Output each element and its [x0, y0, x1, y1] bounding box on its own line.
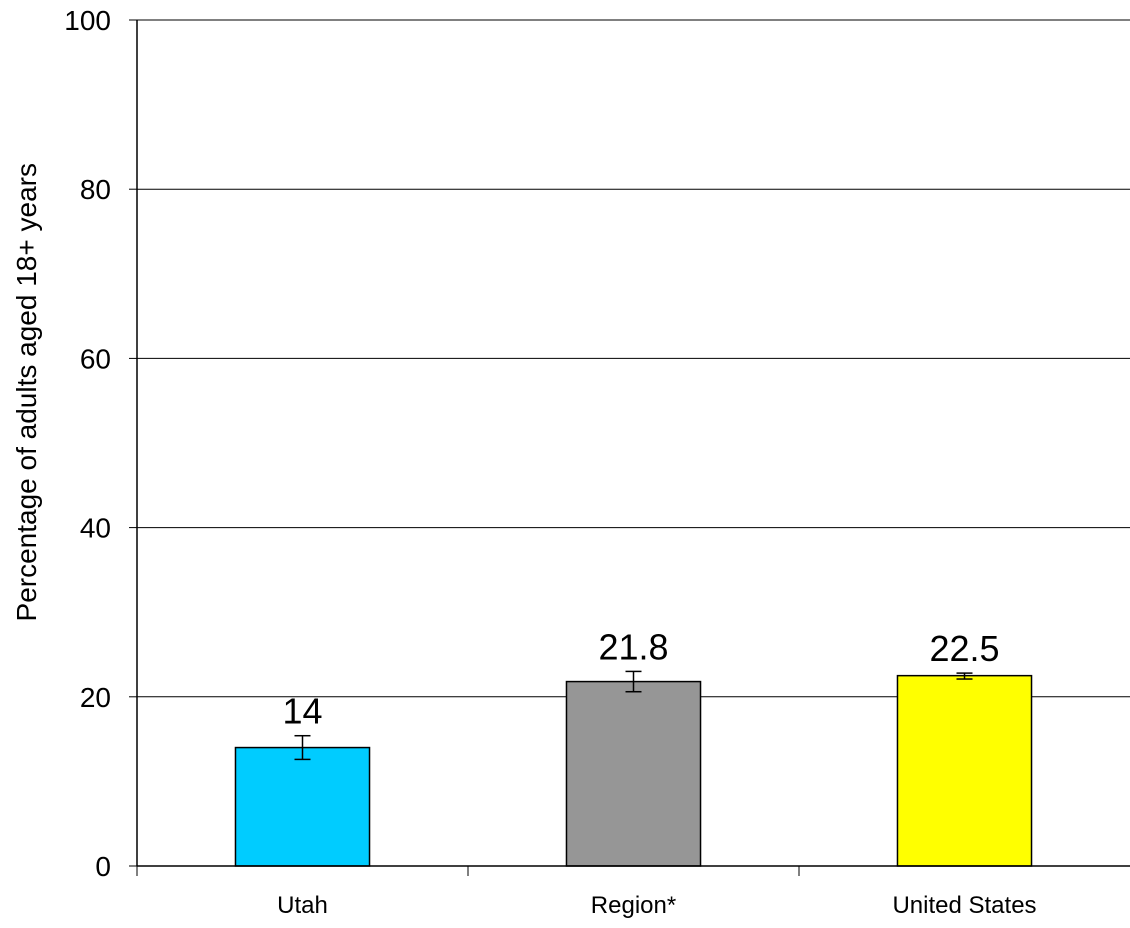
bars — [234, 670, 1033, 867]
y-tick-label-40: 40 — [80, 513, 111, 544]
y-axis-label: Percentage of adults aged 18+ years — [11, 163, 42, 621]
y-tick-label-0: 0 — [95, 851, 111, 882]
gridlines — [137, 19, 1130, 698]
axes — [129, 19, 1130, 876]
labels: 0 20 40 60 80 100 14 Utah 21.8 Region* 22.5 United … — [64, 5, 1036, 919]
y-tick-label-80: 80 — [80, 174, 111, 205]
data-label-1: 21.8 — [598, 626, 668, 667]
y-tick-label-100: 100 — [64, 5, 111, 36]
y-tick-label-60: 60 — [80, 343, 111, 374]
x-tick-label-1: Region* — [591, 892, 676, 919]
bar-united-states — [896, 674, 1033, 867]
bar-utah — [234, 746, 371, 867]
y-tick-label-20: 20 — [80, 682, 111, 713]
x-tick-label-2: United States — [892, 892, 1036, 919]
data-label-0: 14 — [282, 691, 322, 732]
x-tick-label-0: Utah — [277, 892, 328, 919]
data-label-2: 22.5 — [929, 628, 999, 669]
bar-region- — [565, 680, 702, 867]
